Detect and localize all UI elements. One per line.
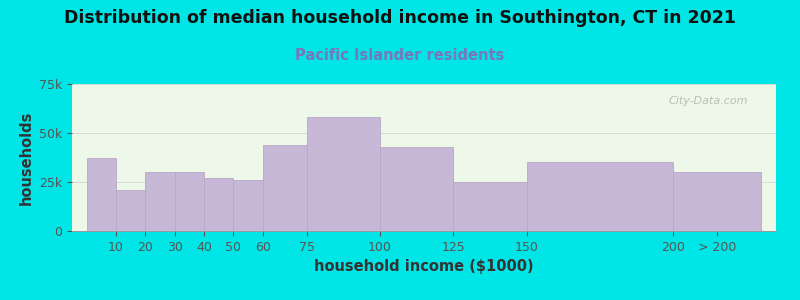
X-axis label: household income ($1000): household income ($1000) bbox=[314, 259, 534, 274]
Bar bbox=[262, 145, 306, 231]
Bar bbox=[86, 158, 116, 231]
Bar bbox=[380, 147, 454, 231]
Text: Distribution of median household income in Southington, CT in 2021: Distribution of median household income … bbox=[64, 9, 736, 27]
Y-axis label: households: households bbox=[18, 110, 34, 205]
Bar bbox=[234, 180, 262, 231]
Bar bbox=[674, 172, 762, 231]
Bar bbox=[174, 172, 204, 231]
Bar bbox=[204, 178, 234, 231]
Bar bbox=[146, 172, 174, 231]
Bar bbox=[116, 190, 146, 231]
Text: City-Data.com: City-Data.com bbox=[668, 96, 748, 106]
Bar bbox=[526, 162, 674, 231]
Bar bbox=[454, 182, 526, 231]
Bar bbox=[306, 117, 380, 231]
Text: Pacific Islander residents: Pacific Islander residents bbox=[295, 48, 505, 63]
